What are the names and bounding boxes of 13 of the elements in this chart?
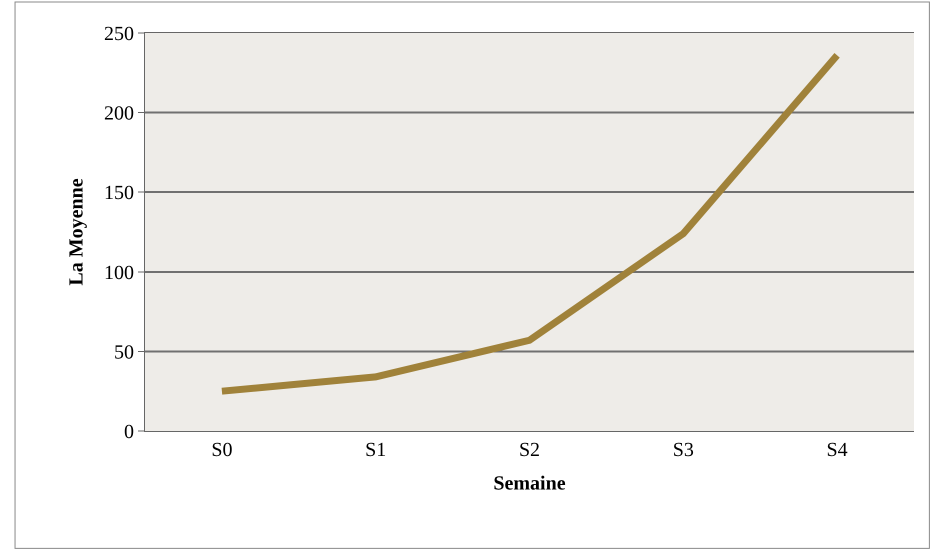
y-tick-label: 150 — [104, 182, 134, 204]
y-tick-label: 0 — [124, 421, 134, 443]
x-tick-label: S3 — [672, 439, 694, 461]
y-tick-label: 200 — [104, 102, 134, 125]
y-tick-label: 50 — [114, 341, 134, 364]
y-tick-label: 100 — [104, 262, 134, 284]
y-tick-label: 250 — [104, 23, 134, 45]
x-tick-label: S1 — [365, 439, 386, 461]
x-tick-label: S2 — [518, 439, 540, 461]
x-axis-title: Semaine — [493, 472, 566, 494]
x-tick-label: S4 — [826, 439, 848, 461]
y-axis-title: La Moyenne — [66, 178, 88, 286]
x-tick-label: S0 — [211, 439, 232, 461]
